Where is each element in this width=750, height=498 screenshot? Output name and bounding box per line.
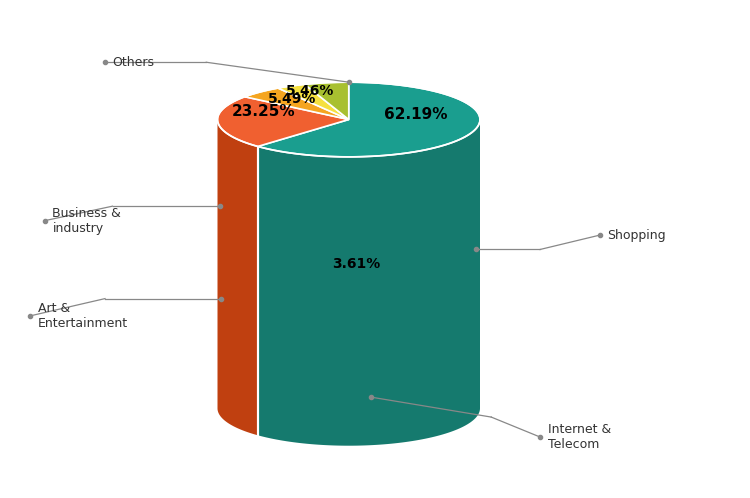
Text: 62.19%: 62.19% [384, 107, 448, 123]
Text: Others: Others [112, 56, 154, 69]
Polygon shape [217, 97, 349, 146]
Polygon shape [258, 120, 480, 446]
Polygon shape [304, 82, 349, 120]
Text: Business &
industry: Business & industry [53, 207, 122, 235]
Polygon shape [278, 84, 349, 120]
Text: 5.49%: 5.49% [268, 93, 316, 107]
Polygon shape [258, 82, 480, 157]
Text: 5.46%: 5.46% [286, 84, 334, 98]
Text: Shopping: Shopping [608, 229, 666, 242]
Polygon shape [217, 120, 258, 435]
Text: 3.61%: 3.61% [332, 257, 380, 271]
Text: Art &
Entertainment: Art & Entertainment [38, 302, 128, 330]
Text: 23.25%: 23.25% [232, 104, 296, 119]
Text: Internet &
Telecom: Internet & Telecom [548, 423, 610, 451]
Polygon shape [244, 88, 349, 120]
